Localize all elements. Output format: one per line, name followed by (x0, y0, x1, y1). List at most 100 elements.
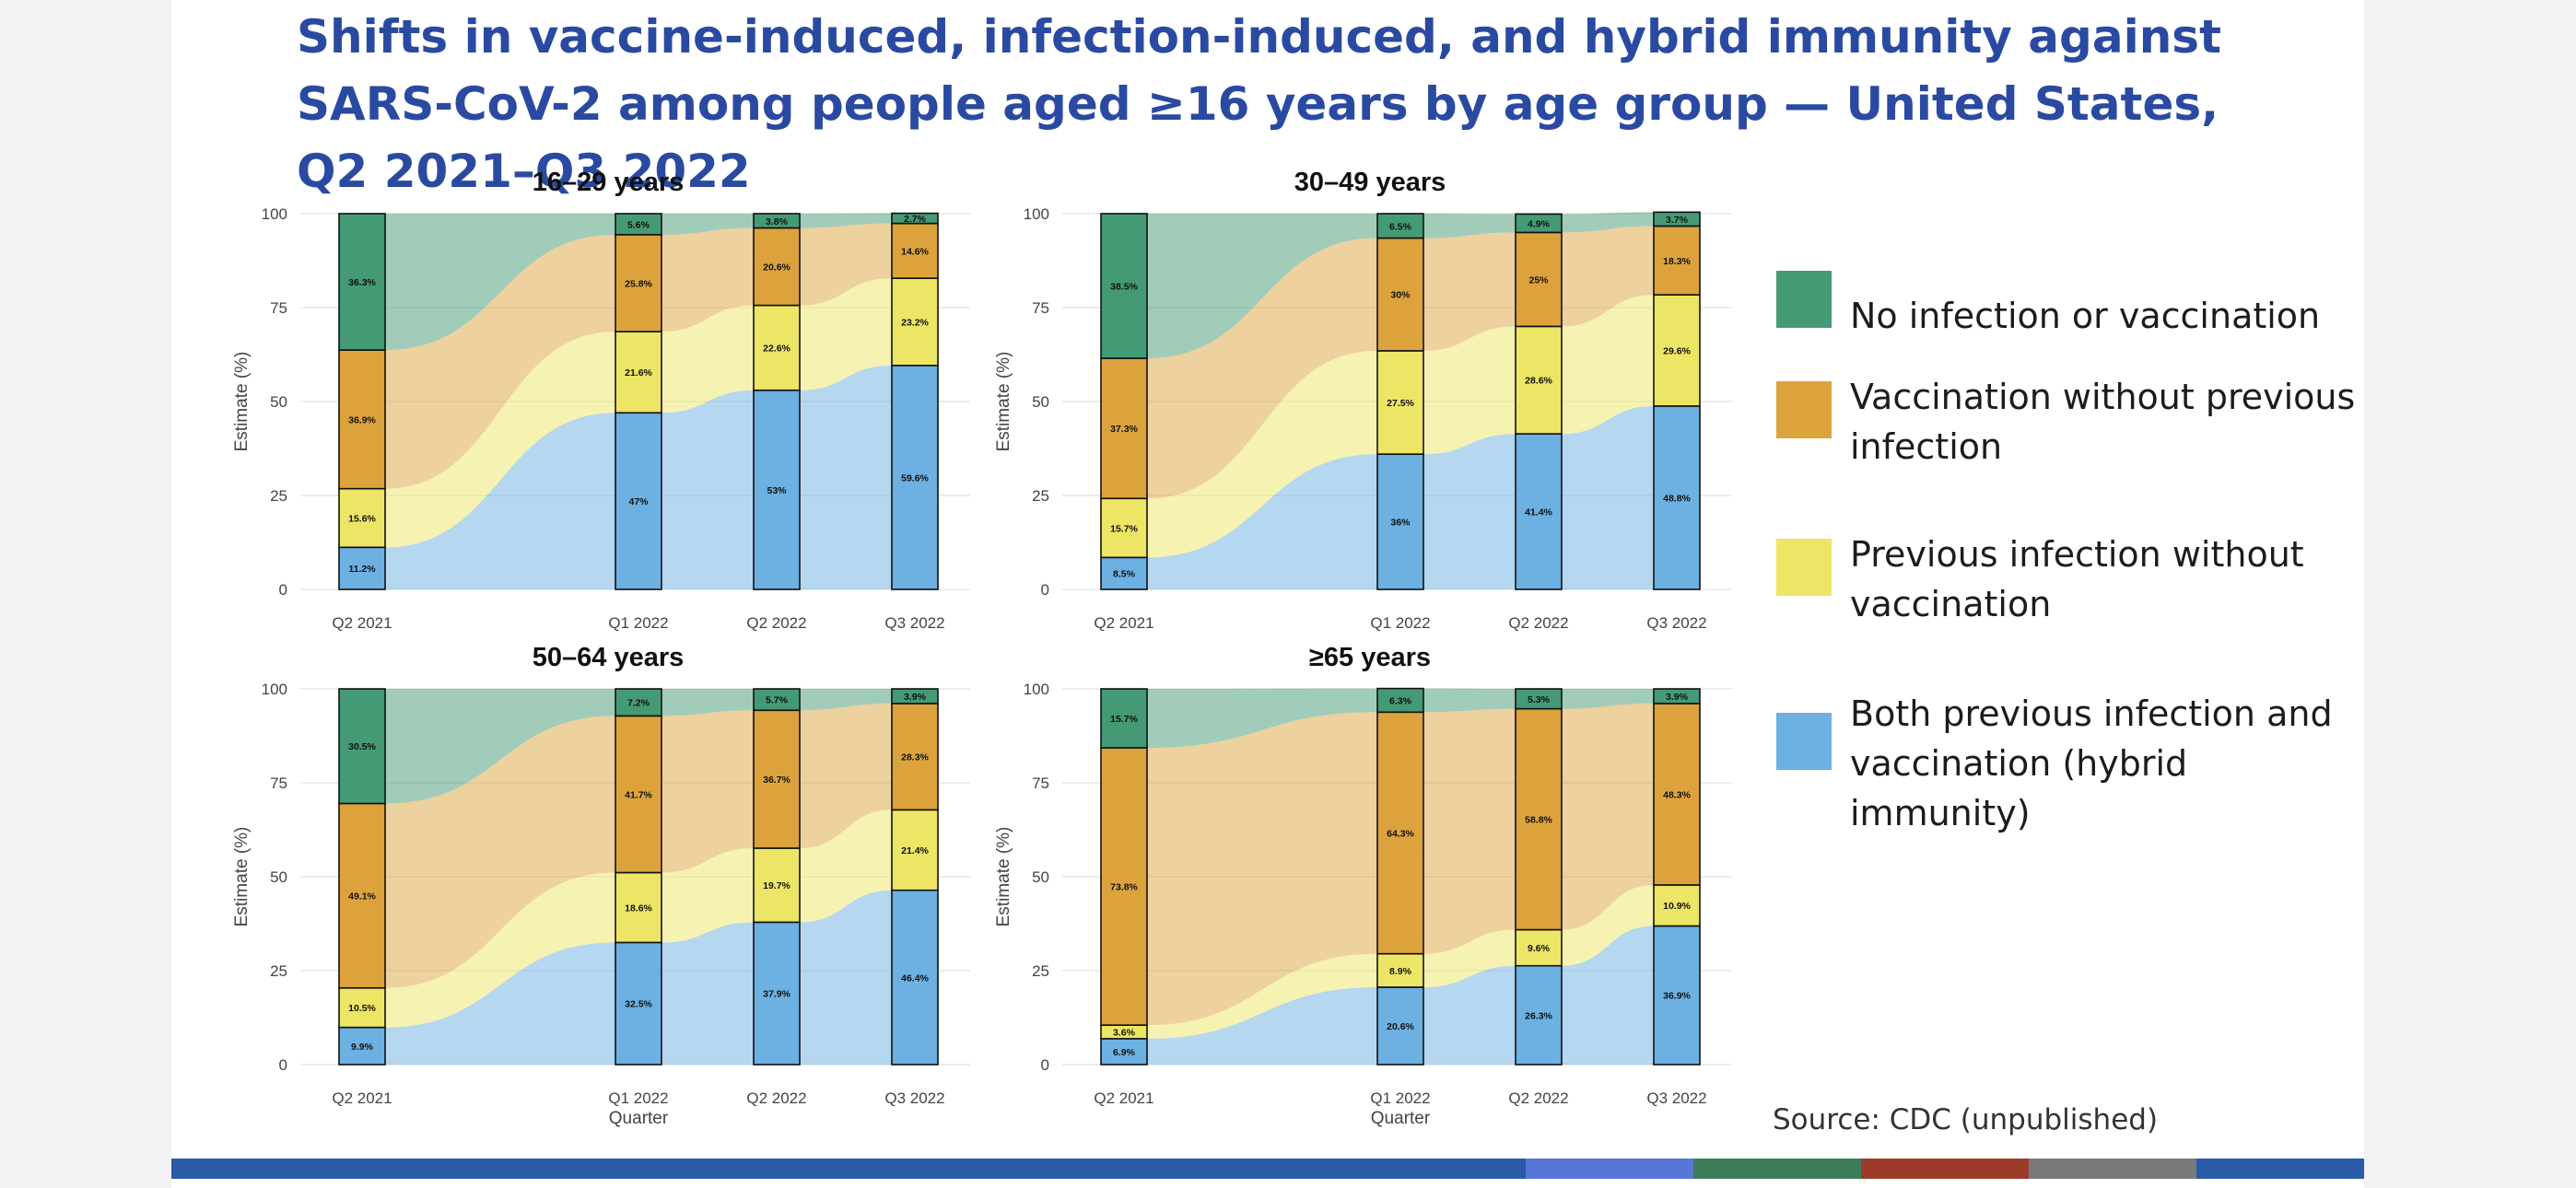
flow-none-1 (662, 214, 754, 235)
flow-hybrid-0 (1147, 454, 1377, 589)
data-label: 30.5% (348, 741, 376, 752)
bar-segment-none-q2-2022 (1515, 213, 1563, 234)
flow-none-2 (800, 689, 892, 711)
x-tick-label: Q2 2021 (1094, 1089, 1153, 1107)
bar-segment-none-q2-2022 (1515, 688, 1563, 710)
bar-segment-none-q1-2022 (1376, 213, 1424, 239)
data-label: 41.7% (625, 789, 652, 800)
bar-segment-none-q2-2021 (338, 688, 386, 805)
data-label: 21.4% (901, 845, 929, 856)
bar-segment-hybrid-q1-2022 (1376, 453, 1424, 590)
chart-title: 16–29 years (533, 168, 685, 197)
y-tick-label: 25 (270, 487, 287, 505)
data-label: 36.9% (348, 414, 376, 425)
flow-infection-0 (1147, 350, 1377, 558)
chart-panel-16-29: 16–29 years 0 25 50 75 100 Estimate (%) Q2 2021… (212, 157, 986, 654)
flow-none-1 (1423, 688, 1516, 713)
data-label: 9.6% (1528, 943, 1551, 954)
bar-segment-hybrid-q2-2022 (753, 389, 801, 590)
data-label: 27.5% (1387, 398, 1414, 409)
flow-vaccination-2 (1562, 703, 1654, 930)
chart-svg: 16–29 years 0 25 50 75 100 Estimate (%) Q2 2021… (232, 168, 970, 632)
bar-segment-vaccination-q3-2022 (891, 222, 939, 279)
data-label: 46.4% (901, 973, 929, 984)
data-label: 47% (628, 496, 649, 507)
data-label: 6.9% (1113, 1047, 1136, 1058)
flow-infection-0 (1147, 953, 1377, 1039)
x-tick-label: Q3 2022 (1646, 1089, 1706, 1107)
bar-segment-hybrid-q2-2021 (1100, 1038, 1148, 1066)
legend-swatch-none (1776, 271, 1832, 328)
data-label: 5.6% (627, 219, 650, 230)
flow-hybrid-2 (1562, 405, 1654, 589)
legend-swatch-hybrid (1776, 713, 1832, 770)
y-tick-label: 50 (1032, 393, 1049, 411)
flow-vaccination-2 (1562, 226, 1654, 327)
data-label: 23.2% (901, 318, 929, 329)
data-label: 9.9% (351, 1042, 374, 1053)
bar-segment-vaccination-q2-2022 (753, 227, 801, 307)
chart-svg: 30–49 years 0 25 50 75 100 Estimate (%) Q2 2021… (994, 168, 1732, 632)
data-label: 36.7% (763, 775, 790, 786)
flow-infection-0 (385, 332, 615, 548)
data-label: 28.6% (1525, 376, 1552, 387)
y-tick-label: 75 (1032, 775, 1049, 792)
data-label: 20.6% (763, 262, 790, 274)
data-label: 3.6% (1113, 1028, 1136, 1039)
flows (385, 213, 892, 589)
flow-infection-2 (800, 809, 892, 923)
legend-label-vaccination: Vaccination without previous infection (1850, 377, 2356, 467)
flow-vaccination-0 (385, 234, 615, 489)
bar-segment-vaccination-q2-2021 (338, 802, 386, 989)
bar-segment-hybrid-q3-2022 (891, 889, 939, 1066)
bar-segment-vaccination-q1-2022 (1376, 711, 1424, 955)
flow-vaccination-1 (1423, 232, 1516, 351)
flow-hybrid-1 (1423, 965, 1516, 1065)
y-tick-label: 50 (1032, 868, 1049, 886)
bar-segment-none-q2-2021 (338, 213, 386, 351)
data-label: 53% (767, 485, 787, 496)
data-label: 6.3% (1389, 695, 1412, 706)
data-label: 73.8% (1110, 882, 1138, 893)
flows (1147, 212, 1654, 589)
y-tick-label: 75 (270, 299, 287, 317)
y-tick-label: 100 (262, 205, 287, 223)
footer-segment (2196, 1159, 2364, 1179)
data-label: 28.3% (901, 752, 929, 763)
y-tick-label: 25 (1032, 487, 1049, 505)
x-tick-label: Q2 2021 (332, 614, 392, 632)
bar-segment-hybrid-q1-2022 (615, 941, 662, 1066)
data-label: 21.6% (625, 367, 652, 379)
y-axis-label: Estimate (%) (232, 827, 252, 927)
x-tick-label: Q2 2022 (746, 1089, 806, 1107)
bar-segment-infection-q3-2022 (891, 277, 939, 367)
bar-segment-vaccination-q3-2022 (891, 703, 939, 811)
x-axis-label: Quarter (1371, 1109, 1431, 1128)
data-label: 64.3% (1387, 828, 1414, 839)
data-label: 15.7% (1110, 523, 1138, 534)
bar-segment-infection-q3-2022 (1653, 884, 1701, 927)
legend-label-hybrid: Both previous infection and vaccination … (1850, 693, 2333, 833)
bars: 6.9% 3.6% 73.8% 15.7% 20.6% 8.9% 64.3% 6.3% 26.3… (1100, 687, 1701, 1066)
data-label: 49.1% (348, 891, 376, 903)
y-tick-label: 0 (279, 581, 287, 599)
flow-vaccination-1 (662, 710, 754, 873)
footer-bar (171, 1159, 2364, 1179)
chart-title: 50–64 years (533, 643, 685, 672)
data-label: 8.9% (1389, 966, 1412, 977)
page-title: Shifts in vaccine-induced, infection-ind… (297, 10, 2221, 198)
y-axis-label: Estimate (%) (994, 352, 1013, 452)
data-label: 32.5% (625, 999, 652, 1010)
flow-infection-1 (1423, 326, 1516, 455)
data-label: 15.7% (1110, 714, 1138, 725)
data-label: 14.6% (901, 246, 929, 257)
flow-hybrid-2 (800, 365, 892, 589)
data-label: 58.8% (1525, 815, 1552, 826)
chart-panel-50-64: 50–64 years 0 25 50 75 100 Estimate (%) Q2 2021… (212, 632, 986, 1129)
flow-none-0 (1147, 688, 1377, 749)
bar-segment-none-q2-2022 (753, 688, 801, 712)
bar-segment-infection-q2-2022 (1515, 928, 1563, 967)
data-label: 6.5% (1389, 221, 1412, 232)
x-tick-label: Q1 2022 (608, 614, 668, 632)
data-label: 4.9% (1528, 218, 1551, 229)
